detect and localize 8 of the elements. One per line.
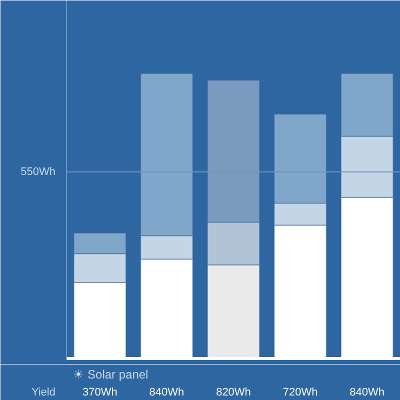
y-tick-label: 550Wh — [20, 166, 56, 178]
text: ☀ Solar panel — [73, 367, 148, 382]
text: Yield — [31, 386, 56, 398]
total-label: 840Wh — [350, 386, 385, 398]
total-label: 840Wh — [149, 386, 184, 398]
total-label: 820Wh — [216, 386, 251, 398]
total-label: 720Wh — [282, 386, 318, 398]
total-label: 370Wh — [82, 386, 118, 398]
